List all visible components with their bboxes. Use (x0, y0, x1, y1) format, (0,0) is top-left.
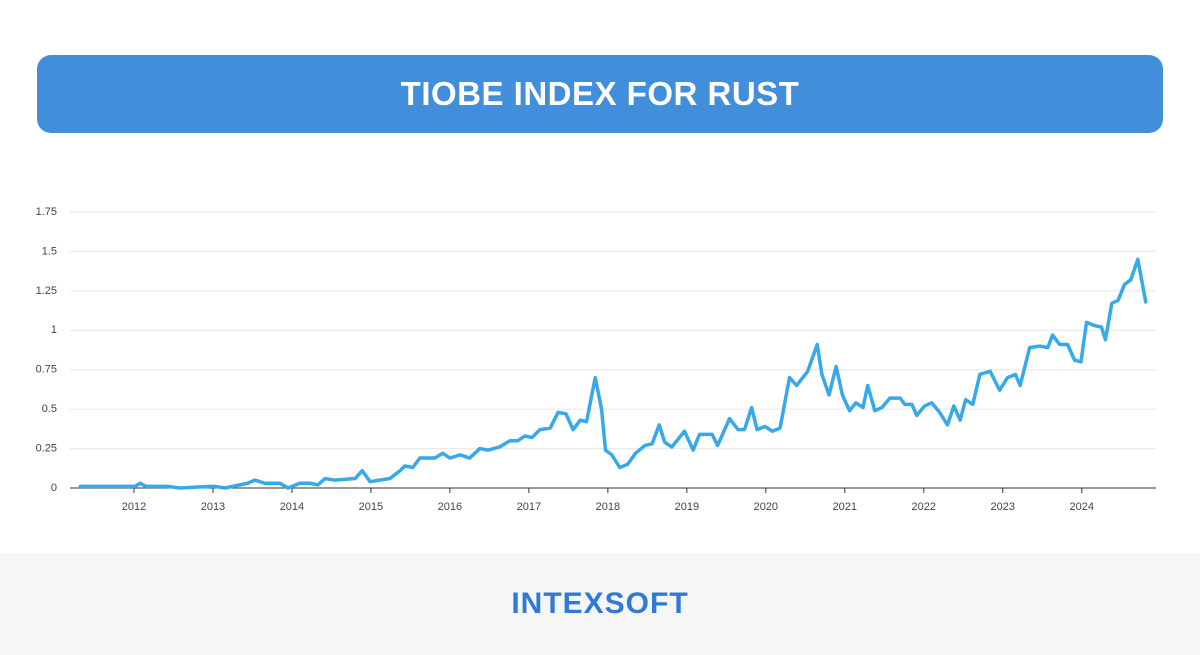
y-tick-label: 1 (51, 324, 57, 336)
x-tick-label: 2017 (517, 501, 541, 513)
chart-title: TIOBE INDEX FOR RUST (400, 75, 800, 112)
y-tick-label: 1.25 (36, 285, 57, 297)
x-tick-label: 2024 (1070, 501, 1094, 513)
y-tick-label: 1.5 (42, 245, 57, 257)
line-series (78, 257, 1148, 490)
y-tick-label: 1.75 (36, 206, 57, 218)
x-tick-label: 2023 (991, 501, 1015, 513)
x-tick-label: 2021 (833, 501, 857, 513)
y-tick-label: 0.25 (36, 442, 57, 454)
footer: INTEXSOFT (0, 553, 1200, 655)
x-tick-label: 2013 (201, 501, 225, 513)
y-tick-label: 0.75 (36, 364, 57, 376)
x-tick-label: 2019 (675, 501, 699, 513)
x-tick-label: 2016 (438, 501, 462, 513)
y-tick-label: 0 (51, 482, 57, 494)
x-tick-label: 2014 (280, 501, 304, 513)
x-tick-label: 2018 (596, 501, 620, 513)
x-tick-label: 2022 (912, 501, 936, 513)
y-tick-label: 0.5 (42, 403, 57, 415)
logo: INTEXSOFT (511, 587, 689, 620)
x-tick-label: 2012 (122, 501, 146, 513)
chart: 0 0.25 0.5 0.75 1 1.25 1.5 1.75 2012 2013 2014 2015… (36, 206, 1156, 513)
x-tick-label: 2020 (754, 501, 778, 513)
x-tick-label: 2015 (359, 501, 383, 513)
title-banner: TIOBE INDEX FOR RUST (37, 55, 1163, 133)
